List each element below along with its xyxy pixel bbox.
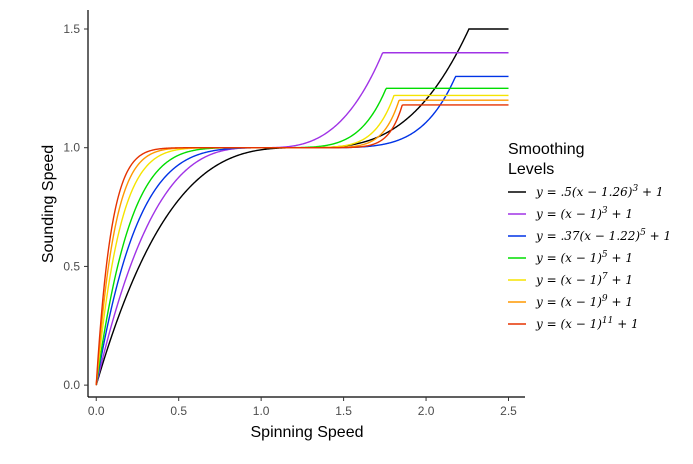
y-tick-label: 1.0 — [63, 141, 80, 155]
x-tick-label: 1.0 — [253, 404, 270, 418]
y-axis-title: Sounding Speed — [40, 145, 57, 263]
y-tick-label: 0.0 — [63, 378, 80, 392]
legend-items: y = .5(x − 1.26)3 + 1 y = (x − 1)3 + 1 y =… — [508, 184, 671, 331]
x-tick-label: 2.0 — [418, 404, 435, 418]
legend-title-line-1: Smoothing — [508, 141, 585, 158]
legend-label-4: y = (x − 1)5 + 1 — [535, 250, 633, 265]
legend-label-5: y = (x − 1)7 + 1 — [535, 272, 633, 287]
legend-title-line-2: Levels — [508, 161, 554, 178]
series-line-1 — [95, 28, 509, 386]
x-ticks: 0.0 0.5 1.0 1.5 2.0 2.5 — [88, 397, 517, 418]
y-tick-label: 0.5 — [63, 259, 80, 273]
plot-area — [95, 28, 509, 386]
x-axis-title: Spinning Speed — [251, 424, 364, 441]
series-line-4 — [95, 87, 509, 386]
axes — [87, 10, 525, 398]
legend-label-2: y = (x − 1)3 + 1 — [535, 206, 633, 221]
y-ticks: 0.0 0.5 1.0 1.5 — [63, 22, 88, 392]
x-tick-label: 1.5 — [335, 404, 352, 418]
x-tick-label: 2.5 — [500, 404, 517, 418]
legend-label-1: y = .5(x − 1.26)3 + 1 — [535, 184, 664, 199]
legend-label-7: y = (x − 1)11 + 1 — [535, 316, 639, 331]
series-line-7 — [95, 104, 509, 386]
x-tick-label: 0.0 — [88, 404, 105, 418]
legend: Smoothing Levels y = .5(x − 1.26)3 + 1y … — [508, 141, 671, 331]
legend-label-6: y = (x − 1)9 + 1 — [535, 294, 633, 309]
legend-label-3: y = .37(x − 1.22)5 + 1 — [535, 228, 671, 243]
series-line-6 — [95, 99, 509, 386]
y-tick-label: 1.5 — [63, 22, 80, 36]
series-line-5 — [95, 94, 509, 386]
x-tick-label: 0.5 — [170, 404, 187, 418]
series-line-2 — [95, 52, 509, 386]
